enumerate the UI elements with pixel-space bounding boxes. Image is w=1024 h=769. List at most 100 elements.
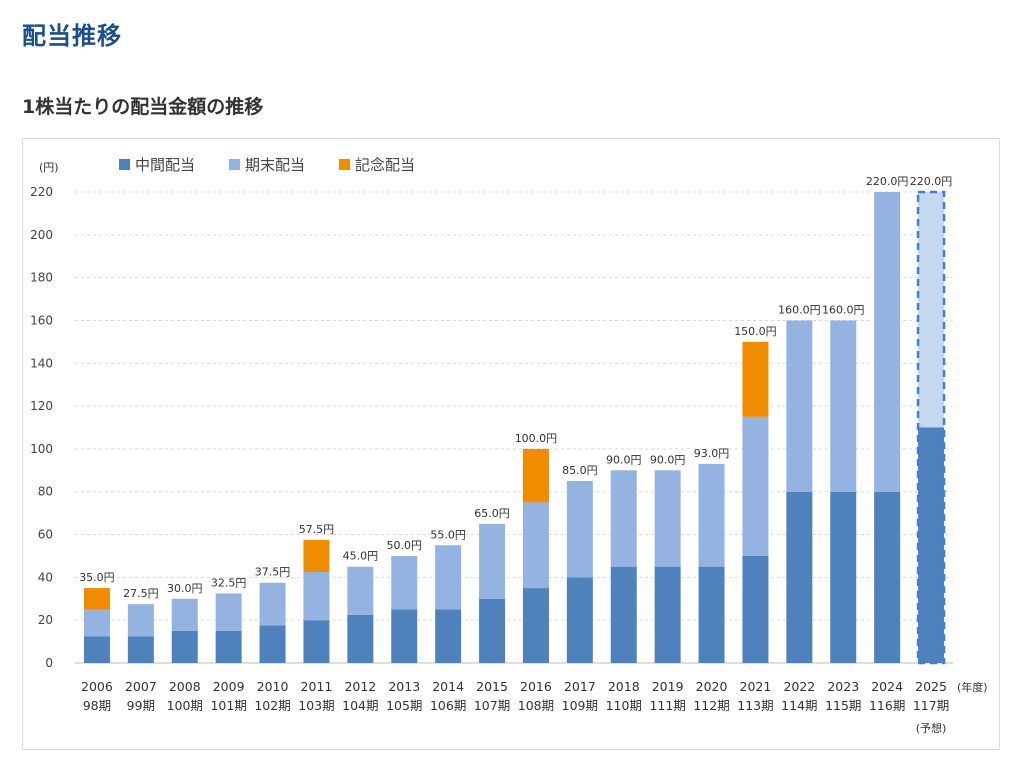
- bar-segment-interim: [830, 491, 857, 663]
- data-label: 160.0円: [778, 303, 821, 316]
- x-category-label: 2025: [915, 679, 947, 694]
- x-category-label: 2021: [740, 679, 772, 694]
- x-period-label: 102期: [254, 698, 290, 713]
- bar-segment-interim: [566, 577, 593, 663]
- bar-segment-interim: [874, 491, 901, 663]
- x-category-label: 2009: [213, 679, 245, 694]
- bar-segment-interim: [391, 609, 418, 663]
- x-period-label: 99期: [127, 698, 155, 713]
- legend-label: 中間配当: [135, 156, 195, 174]
- x-period-label: 111期: [649, 698, 685, 713]
- data-label: 220.0円: [910, 175, 953, 188]
- data-label: 57.5円: [299, 523, 335, 536]
- bar-segment-year_end: [830, 320, 857, 492]
- data-label: 90.0円: [650, 453, 686, 466]
- y-tick-label: 180: [30, 271, 53, 285]
- x-period-label: 115期: [825, 698, 861, 713]
- x-category-label: 2013: [388, 679, 420, 694]
- bar-segment-year_end: [171, 598, 198, 631]
- y-tick-label: 160: [30, 313, 53, 327]
- bar-segment-interim: [83, 636, 110, 663]
- bar-segment-year_end: [83, 609, 110, 637]
- bar-segment-commemorative: [83, 588, 110, 610]
- x-period-label: 113期: [737, 698, 773, 713]
- bar-segment-year_end: [654, 470, 681, 567]
- x-period-label: 103期: [298, 698, 334, 713]
- bar-segment-interim: [215, 630, 242, 663]
- x-category-label: 2006: [81, 679, 113, 694]
- bar-segment-year_end: [522, 502, 549, 589]
- x-category-label: 2018: [608, 679, 640, 694]
- x-period-label: 105期: [386, 698, 422, 713]
- dividend-chart: 0 20 40 60 80 100 120 140 160 180 200 220 (円) (年度) 中間配…: [30, 156, 988, 735]
- data-label: 90.0円: [606, 453, 642, 466]
- data-label: 160.0円: [822, 303, 865, 316]
- data-label: 35.0円: [79, 571, 115, 584]
- x-period-label: 109期: [562, 698, 598, 713]
- bar-segment-interim: [479, 598, 506, 663]
- x-period-label: 117期: [913, 698, 949, 713]
- data-label: 50.0円: [387, 539, 423, 552]
- legend-swatch: [339, 159, 351, 170]
- bar-segment-year_end: [303, 572, 330, 621]
- bar-segment-year_end: [479, 523, 506, 599]
- bar-segment-year_end: [874, 192, 901, 492]
- data-label: 100.0円: [515, 432, 558, 445]
- bar-segment-year_end: [918, 192, 945, 428]
- bar-segment-interim: [522, 588, 549, 663]
- bar-segment-year_end: [215, 593, 242, 631]
- data-label: 85.0円: [562, 464, 598, 477]
- x-period-label: 116期: [869, 698, 905, 713]
- bar-segment-year_end: [566, 481, 593, 578]
- bar-segment-year_end: [127, 604, 154, 637]
- bar-segment-interim: [654, 566, 681, 663]
- data-label: 30.0円: [167, 582, 203, 595]
- x-category-label: 2019: [652, 679, 684, 694]
- bar-segment-year_end: [610, 470, 637, 567]
- bar-segment-interim: [171, 630, 198, 663]
- x-category-label: 2023: [827, 679, 859, 694]
- x-category-label: 2008: [169, 679, 201, 694]
- forecast-bar-outline: [916, 190, 946, 665]
- x-period-label: 107期: [474, 698, 510, 713]
- bar-segment-year_end: [347, 566, 374, 615]
- data-label: 37.5円: [255, 566, 291, 579]
- y-tick-label: 40: [38, 570, 53, 584]
- x-category-label: 2007: [125, 679, 157, 694]
- x-period-label: 112期: [693, 698, 729, 713]
- bar-segment-interim: [127, 636, 154, 663]
- data-label: 55.0円: [430, 528, 466, 541]
- section-title: 配当推移: [22, 22, 122, 50]
- y-tick-label: 120: [30, 399, 53, 413]
- legend-label: 記念配当: [355, 156, 415, 174]
- y-tick-label: 220: [30, 185, 53, 199]
- data-label: 27.5円: [123, 587, 159, 600]
- data-label: 150.0円: [734, 325, 777, 338]
- x-period-label: 101期: [210, 698, 246, 713]
- legend-swatch: [229, 159, 241, 170]
- bar-segment-commemorative: [522, 448, 549, 503]
- bar-segment-interim: [786, 491, 813, 663]
- bar-segment-interim: [347, 614, 374, 663]
- bar-segment-interim: [610, 566, 637, 663]
- x-category-label: 2017: [564, 679, 596, 694]
- x-category-label: 2014: [432, 679, 464, 694]
- x-category-label: 2015: [476, 679, 508, 694]
- bar-segment-interim: [742, 555, 769, 663]
- legend-label: 期末配当: [245, 156, 305, 174]
- y-tick-label: 200: [30, 228, 53, 242]
- legend-swatch: [119, 159, 130, 170]
- x-category-label: 2024: [871, 679, 903, 694]
- x-category-label: 2020: [696, 679, 728, 694]
- data-label: 220.0円: [866, 175, 909, 188]
- x-period-label: 114期: [781, 698, 817, 713]
- bar-segment-year_end: [259, 582, 286, 626]
- x-category-label: 2012: [344, 679, 376, 694]
- data-label: 32.5円: [211, 576, 247, 589]
- bar-segment-commemorative: [303, 539, 330, 573]
- bar-segment-year_end: [698, 463, 725, 567]
- x-category-label: 2011: [301, 679, 333, 694]
- data-label: 65.0円: [474, 507, 510, 520]
- bar-segment-interim: [303, 620, 330, 663]
- y-tick-label: 100: [30, 442, 53, 456]
